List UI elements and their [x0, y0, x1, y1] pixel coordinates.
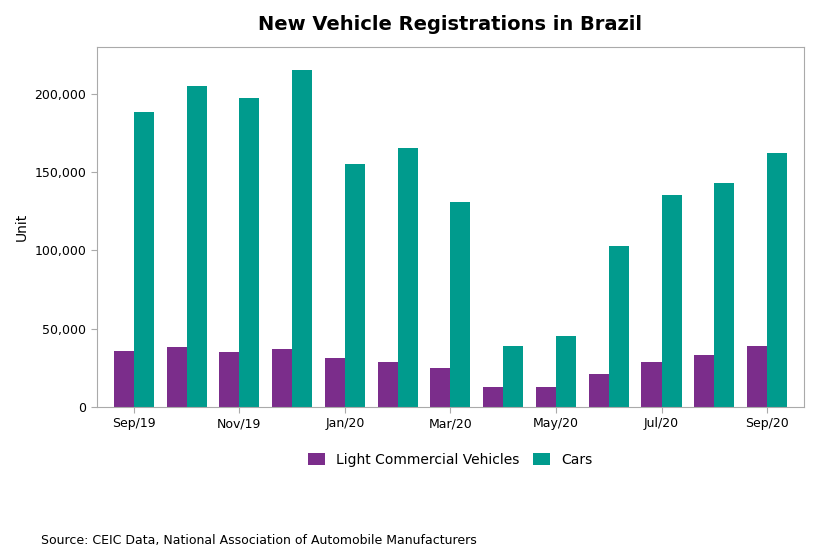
Bar — [609, 245, 629, 407]
Bar — [292, 70, 312, 407]
Bar — [747, 346, 767, 407]
Bar — [536, 386, 556, 407]
Bar — [325, 358, 345, 407]
Title: New Vehicle Registrations in Brazil: New Vehicle Registrations in Brazil — [259, 15, 642, 34]
Bar — [662, 195, 681, 407]
Bar — [695, 355, 714, 407]
Bar — [166, 348, 187, 407]
Bar — [398, 148, 418, 407]
Text: Source: CEIC Data, National Association of Automobile Manufacturers: Source: CEIC Data, National Association … — [41, 534, 477, 546]
Bar — [378, 362, 398, 407]
Bar — [556, 337, 576, 407]
Bar — [483, 386, 503, 407]
Bar — [187, 86, 206, 407]
Bar — [272, 349, 292, 407]
Bar — [219, 352, 239, 407]
Bar — [714, 183, 735, 407]
Bar — [114, 351, 133, 407]
Bar — [345, 164, 365, 407]
Bar — [430, 368, 450, 407]
Bar — [450, 202, 470, 407]
Bar — [133, 113, 154, 407]
Bar — [503, 346, 523, 407]
Bar — [239, 98, 260, 407]
Legend: Light Commercial Vehicles, Cars: Light Commercial Vehicles, Cars — [303, 447, 598, 472]
Bar — [767, 153, 787, 407]
Bar — [589, 374, 609, 407]
Y-axis label: Unit: Unit — [15, 212, 29, 241]
Bar — [641, 362, 662, 407]
